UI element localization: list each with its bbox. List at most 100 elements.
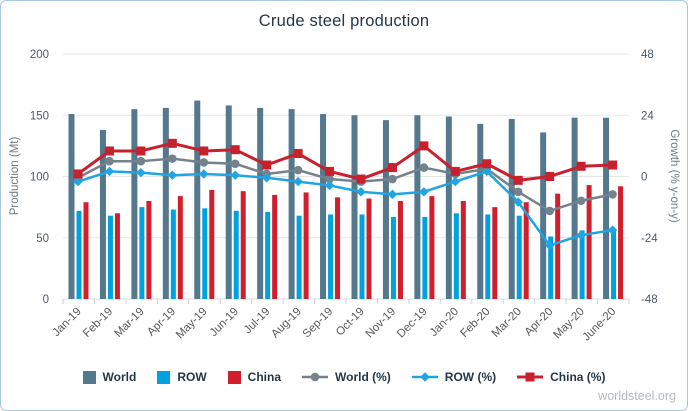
marker-Jul-19	[261, 173, 272, 183]
x-axis-label: Sep-19	[301, 306, 336, 341]
bar-china-Apr-19	[177, 196, 183, 299]
x-axis-label: Mar-20	[490, 306, 524, 340]
marker-Sep-19	[324, 180, 335, 191]
marker-May-19	[199, 146, 209, 156]
bar-world-Jan-19	[68, 114, 75, 300]
bar-china-Apr-20	[555, 193, 561, 299]
marker-June-20	[608, 160, 618, 170]
bar-world-Jun-19	[225, 105, 232, 299]
marker-Oct-19	[356, 174, 366, 184]
marker-Nov-19	[387, 163, 397, 173]
x-axis-label: Oct-19	[334, 306, 367, 339]
marker-Jun-19	[230, 170, 240, 180]
x-axis-label: Jan-20	[428, 306, 461, 339]
marker-Jun-19	[230, 145, 240, 155]
marker-Apr-20	[545, 206, 554, 216]
marker-Apr-19	[168, 154, 177, 163]
legend-label: ROW (%)	[444, 370, 497, 384]
plot-area: 200 48 150 24 100 0 50 -24 0 -48 Jan-19Feb-19Mar-1…	[30, 49, 658, 344]
bar-world-Apr-20	[540, 132, 547, 299]
legend-item-row-[interactable]: ROW (%)	[411, 370, 497, 384]
bar-world-Mar-20	[508, 118, 515, 299]
legend-item-world[interactable]: World	[82, 370, 137, 384]
right-axis-tick-label: -48	[641, 294, 658, 306]
bar-world-Jan-20	[445, 116, 452, 299]
bar-row-Nov-19	[390, 216, 396, 299]
legend-label: China (%)	[550, 370, 606, 384]
marker-Jan-20	[450, 176, 461, 187]
bar-row-Mar-19	[139, 207, 145, 299]
marker-May-20	[576, 161, 586, 171]
x-axis-label: Dec-19	[395, 306, 430, 341]
marker-Jul-19	[262, 160, 272, 170]
marker-Sep-19	[325, 174, 334, 184]
marker-Jan-19	[73, 169, 83, 179]
line-world-	[77, 157, 613, 213]
legend-item-china-[interactable]: China (%)	[517, 370, 605, 384]
legend-item-china[interactable]: China	[227, 370, 281, 384]
bar-row-Oct-19	[359, 214, 365, 299]
bar-world-Mar-19	[131, 109, 138, 299]
bar-china-Sep-19	[335, 197, 341, 299]
x-axis-label: Apr-20	[523, 306, 556, 339]
x-axis-label: Feb-20	[458, 306, 492, 340]
legend: World ROW China World (%) ROW (%) China (%)	[1, 370, 687, 384]
x-axis-label: May-19	[174, 306, 210, 342]
legend-item-world-[interactable]: World (%)	[302, 370, 391, 384]
bar-row-May-19	[202, 208, 208, 299]
marker-Feb-19	[104, 166, 115, 177]
x-axis-label: Feb-19	[81, 306, 115, 340]
world-swatch-icon	[82, 370, 96, 384]
legend-label: World (%)	[335, 370, 391, 384]
marker-Jun-19	[230, 159, 240, 169]
bar-row-Dec-19	[422, 216, 428, 299]
marker-Mar-20	[513, 187, 523, 197]
marker-Jan-20	[450, 166, 460, 176]
bar-china-Feb-19	[114, 213, 120, 299]
marker-Apr-19	[167, 170, 178, 180]
line-china-	[77, 141, 613, 182]
left-axis-tick-label: 100	[30, 172, 49, 184]
marker-Apr-19	[167, 138, 177, 148]
bar-row-Apr-20	[548, 236, 554, 299]
left-axis-tick-label: 200	[30, 49, 49, 61]
marker-Feb-20	[482, 159, 492, 169]
china-swatch-icon	[227, 370, 241, 384]
x-axis-label: Apr-19	[145, 306, 178, 339]
bar-world-Oct-19	[351, 115, 358, 299]
marker-May-20	[576, 230, 586, 240]
legend-item-row[interactable]: ROW	[157, 370, 207, 384]
right-axis-tick-label: 48	[641, 49, 654, 61]
watermark-link[interactable]: worldsteel.org	[598, 389, 676, 403]
x-axis-label: Jun-19	[208, 306, 241, 339]
row-swatch-icon	[157, 370, 171, 384]
x-axis-label: Aug-19	[269, 306, 304, 341]
bar-world-Jul-19	[257, 107, 264, 300]
chart-title: Crude steel production	[258, 12, 430, 30]
marker-Mar-20	[513, 197, 523, 207]
bar-china-Mar-20	[523, 202, 529, 299]
bar-world-June-20	[603, 117, 610, 299]
marker-May-19	[199, 169, 209, 179]
marker-June-20	[607, 225, 618, 235]
bar-china-June-20	[618, 186, 624, 299]
marker-Aug-19	[293, 149, 303, 159]
marker-Oct-19	[356, 187, 366, 197]
marker-Apr-20	[544, 240, 555, 251]
x-axis-label: Jul-19	[242, 306, 273, 337]
x-axis-label: Mar-19	[112, 306, 146, 340]
bar-china-Jan-20	[460, 201, 466, 299]
left-axis-tick-label: 150	[30, 110, 49, 122]
bar-world-Feb-19	[99, 129, 106, 299]
china--marker-icon	[517, 372, 544, 382]
marker-Apr-20	[545, 172, 555, 181]
bar-row-Feb-20	[485, 214, 491, 299]
marker-Feb-19	[105, 156, 114, 166]
marker-Mar-19	[136, 156, 146, 166]
marker-Sep-19	[325, 166, 335, 176]
bar-row-June-20	[611, 229, 617, 299]
right-axis-tick-label: 24	[641, 110, 654, 122]
bar-china-Jun-19	[240, 191, 246, 299]
legend-label: World	[102, 370, 137, 384]
marker-Dec-19	[419, 187, 429, 197]
